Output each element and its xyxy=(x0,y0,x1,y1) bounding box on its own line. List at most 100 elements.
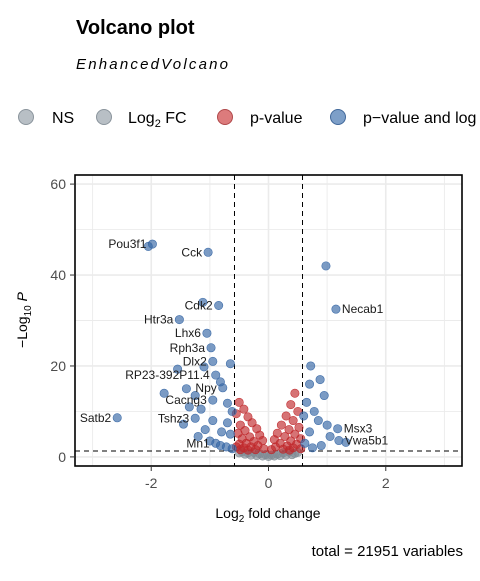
data-point xyxy=(235,445,245,455)
gene-label: Cdk2 xyxy=(185,298,213,312)
data-point xyxy=(285,445,295,455)
gene-label: Satb2 xyxy=(80,411,112,425)
data-point xyxy=(276,420,286,430)
data-point xyxy=(302,397,312,407)
data-point xyxy=(243,445,253,455)
chart-subtitle: EnhancedVolcano xyxy=(76,56,230,73)
legend-label-fc: Log2 FC xyxy=(128,110,187,130)
data-point xyxy=(173,364,183,374)
data-point xyxy=(286,400,296,410)
y-tick-label: 0 xyxy=(58,449,66,465)
data-point xyxy=(225,359,235,369)
data-point xyxy=(203,247,213,257)
legend-label-both: p−value and log xyxy=(363,110,476,127)
y-axis-title: −Log10 P xyxy=(14,291,34,348)
data-point xyxy=(193,431,203,441)
data-point xyxy=(178,419,188,429)
y-tick-label: 40 xyxy=(50,267,66,283)
data-point xyxy=(290,388,300,398)
y-tick-label: 20 xyxy=(50,358,66,374)
gene-label: RP23-392P11.4 xyxy=(125,368,210,382)
caption: total = 21951 variables xyxy=(312,543,463,560)
gene-label: Mn1 xyxy=(186,436,210,450)
data-point xyxy=(211,370,221,380)
data-point xyxy=(333,424,343,434)
data-point xyxy=(234,397,244,407)
data-point xyxy=(215,441,225,451)
x-tick-label: 0 xyxy=(265,475,273,491)
x-tick-label: -2 xyxy=(145,475,158,491)
data-point xyxy=(325,431,335,441)
data-point xyxy=(200,425,210,435)
data-point xyxy=(222,398,232,408)
data-point xyxy=(202,328,212,338)
x-tick-label: 2 xyxy=(382,475,390,491)
data-point xyxy=(266,445,276,455)
gene-label: Npy xyxy=(195,381,216,395)
data-point xyxy=(225,429,235,439)
data-point xyxy=(331,304,341,314)
legend: NS Log2 FC p-value p−value and log xyxy=(18,109,476,130)
data-point xyxy=(239,404,249,414)
data-point xyxy=(259,444,269,454)
data-point xyxy=(313,416,323,426)
data-point xyxy=(305,379,315,389)
data-point xyxy=(198,297,208,307)
data-point xyxy=(306,361,316,371)
data-point xyxy=(281,411,291,421)
data-point xyxy=(305,427,315,437)
chart-title: Volcano plot xyxy=(76,17,195,39)
data-point xyxy=(299,411,309,421)
data-point xyxy=(184,402,194,412)
gene-label: Msx3 xyxy=(344,422,373,436)
data-point xyxy=(218,383,228,393)
legend-swatch-fc xyxy=(96,109,112,125)
legend-label-ns: NS xyxy=(52,110,74,127)
data-point xyxy=(247,418,257,428)
data-point xyxy=(227,406,237,416)
gene-label: Dlx2 xyxy=(183,354,207,368)
gene-labels: Pou3f1 Cck Cdk2 Htr3aLhx6Rph3aDlx2RP23-392P… xyxy=(80,237,389,450)
data-point xyxy=(196,404,206,414)
data-point xyxy=(251,445,261,455)
data-point xyxy=(214,300,224,310)
gene-label: Necab1 xyxy=(342,302,384,316)
data-point xyxy=(316,441,326,451)
data-point xyxy=(112,413,122,423)
data-point xyxy=(321,261,331,271)
data-point xyxy=(208,416,218,426)
data-point xyxy=(322,420,332,430)
data-point xyxy=(307,443,317,453)
data-point xyxy=(199,362,209,372)
data-points xyxy=(112,239,351,461)
data-point xyxy=(159,388,169,398)
legend-swatch-ns xyxy=(18,109,34,125)
gene-label: Vwa5b1 xyxy=(345,434,389,448)
data-point xyxy=(206,343,216,353)
data-point xyxy=(181,384,191,394)
data-point xyxy=(309,406,319,416)
gene-label: Tshz3 xyxy=(158,411,190,425)
gene-label: Cacng3 xyxy=(165,393,207,407)
gene-label: Pou3f1 xyxy=(108,237,146,251)
data-point xyxy=(315,375,325,385)
data-point xyxy=(341,437,351,447)
legend-swatch-p xyxy=(217,109,233,125)
data-point xyxy=(319,391,329,401)
grid-lines xyxy=(75,175,462,466)
data-point xyxy=(227,444,237,454)
data-point xyxy=(288,416,298,426)
data-point xyxy=(217,427,227,437)
data-point xyxy=(190,391,200,401)
data-point xyxy=(294,422,304,432)
data-point xyxy=(300,438,310,448)
gene-label: Lhx6 xyxy=(175,326,201,340)
data-point xyxy=(208,356,218,366)
legend-swatch-both xyxy=(330,109,346,125)
data-point xyxy=(190,413,200,423)
gene-label: Rph3a xyxy=(170,341,206,355)
data-point xyxy=(222,418,232,428)
x-axis-title: Log2 fold change xyxy=(215,505,320,525)
